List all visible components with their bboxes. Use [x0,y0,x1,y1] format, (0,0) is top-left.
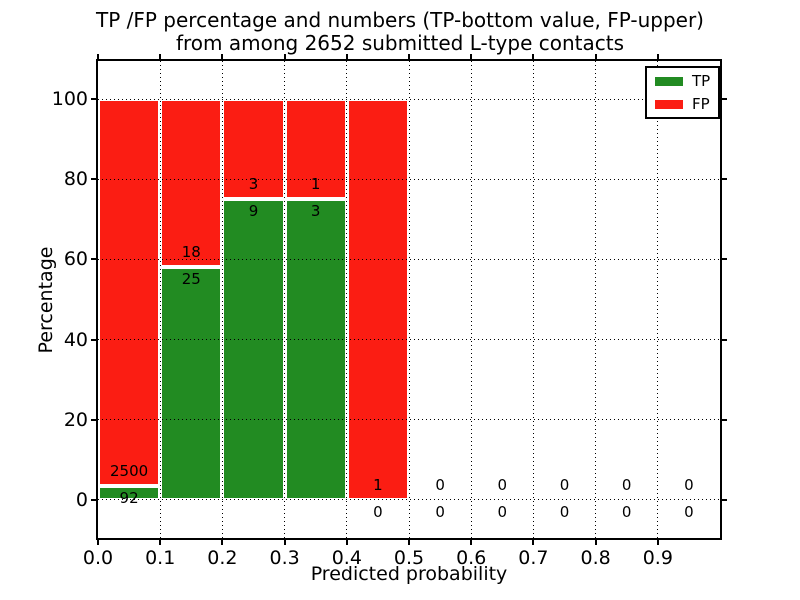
x-tick-mark [408,540,410,545]
bar-fp-segment [284,99,347,200]
x-tick-mark-top [345,54,348,59]
y-tick-mark [91,258,96,261]
bar-fp-segment [346,99,409,500]
y-tick-mark [91,498,96,501]
tp-count-label: 25 [181,269,201,288]
x-tick-label: 0.5 [393,547,425,569]
legend-item-label: FP [692,95,710,113]
x-tick-mark-top [221,54,224,59]
y-tick-mark-right [722,258,727,261]
x-tick-label: 0.0 [82,547,114,569]
tp-count-label: 0 [559,502,570,521]
grid-line-vertical [657,61,659,538]
bar-tp-segment [98,485,161,500]
x-tick-mark-top [283,54,286,59]
tp-count-label: 3 [310,202,321,221]
fp-count-label: 0 [559,475,570,494]
bar-fp-segment [98,99,161,486]
bar-tp-segment [284,199,347,500]
y-tick-mark-right [722,418,727,421]
plot-area: 2500 92 18 25 3 9 1 3 1 0 0 0 0 0 0 0 0 0 0 0 [96,59,722,540]
fp-count-label: 18 [181,242,201,261]
grid-line-vertical [470,61,472,538]
y-tick-mark [91,418,96,421]
y-tick-mark-right [722,178,727,181]
x-tick-label: 0.3 [269,547,300,569]
fp-count-label: 0 [497,475,508,494]
x-tick-mark [532,540,535,545]
tp-count-label: 9 [248,202,259,221]
tp-count-label: 0 [497,502,508,521]
grid-line-vertical [284,61,286,538]
x-tick-mark [283,540,286,545]
grid-line-vertical [221,61,223,538]
x-tick-label: 0.9 [642,547,673,569]
y-tick-mark-right [722,498,727,501]
fp-count-label: 3 [248,175,259,194]
x-tick-mark-top [594,54,597,59]
x-tick-mark-top [532,54,535,59]
grid-line-vertical [159,61,161,538]
fp-count-label: 0 [684,475,694,494]
fp-count-label: 1 [373,475,383,494]
chart-title: TP /FP percentage and numbers (TP-bottom… [0,9,800,55]
y-tick-mark [91,98,96,101]
x-tick-mark-top [159,54,162,59]
x-tick-mark [97,540,99,545]
legend-swatch-fp-icon [655,99,683,109]
x-tick-label: 0.2 [207,547,238,569]
grid-line-vertical [595,61,597,538]
y-tick-label: 40 [63,328,88,351]
grid-line-vertical [346,61,348,538]
y-tick-label: 0 [75,488,88,511]
x-axis-label: Predicted probability [310,563,508,585]
x-tick-label: 0.7 [518,547,549,569]
y-tick-label: 80 [63,168,88,191]
x-tick-mark [159,540,162,545]
legend-swatch-tp-icon [655,76,683,86]
bar-tp-segment [222,199,285,500]
y-tick-mark-right [722,98,727,101]
bar-fp-segment [222,99,285,200]
tp-count-label: 92 [119,488,139,507]
x-tick-label: 0.8 [580,547,611,569]
tp-count-label: 0 [373,502,383,521]
y-tick-mark [91,178,96,181]
x-tick-mark-top [470,54,473,59]
fp-count-label: 1 [310,175,321,194]
y-tick-mark-right [722,338,727,341]
grid-line-vertical [408,61,410,538]
fp-count-label: 2500 [110,461,149,480]
x-tick-label: 0.6 [456,547,487,569]
legend-item: FP [655,96,710,112]
fp-count-label: 0 [435,475,445,494]
x-tick-label: 0.4 [331,547,362,569]
x-tick-label: 0.1 [145,547,176,569]
tp-count-label: 0 [621,502,632,521]
legend: TP FP [645,66,721,119]
x-tick-mark [345,540,348,545]
x-tick-mark [470,540,473,545]
x-tick-mark [656,540,659,545]
x-tick-mark-top [408,54,410,59]
y-tick-label: 60 [63,248,88,271]
y-tick-label: 100 [51,88,88,111]
bar-fp-segment [160,99,223,267]
x-tick-mark [594,540,597,545]
x-tick-mark-top [97,54,99,59]
chart-title-line2: from among 2652 submitted L-type contact… [175,31,625,55]
chart-title-line1: TP /FP percentage and numbers (TP-bottom… [96,8,704,32]
tp-count-label: 0 [435,502,445,521]
x-tick-mark-top [656,54,659,59]
legend-item-label: TP [692,72,711,90]
y-tick-mark [91,338,96,341]
legend-item: TP [655,73,710,89]
y-tick-label: 20 [63,408,88,431]
tp-count-label: 0 [684,502,694,521]
bar-tp-segment [160,266,223,500]
x-tick-mark [221,540,224,545]
fp-count-label: 0 [621,475,632,494]
grid-line-vertical [532,61,534,538]
